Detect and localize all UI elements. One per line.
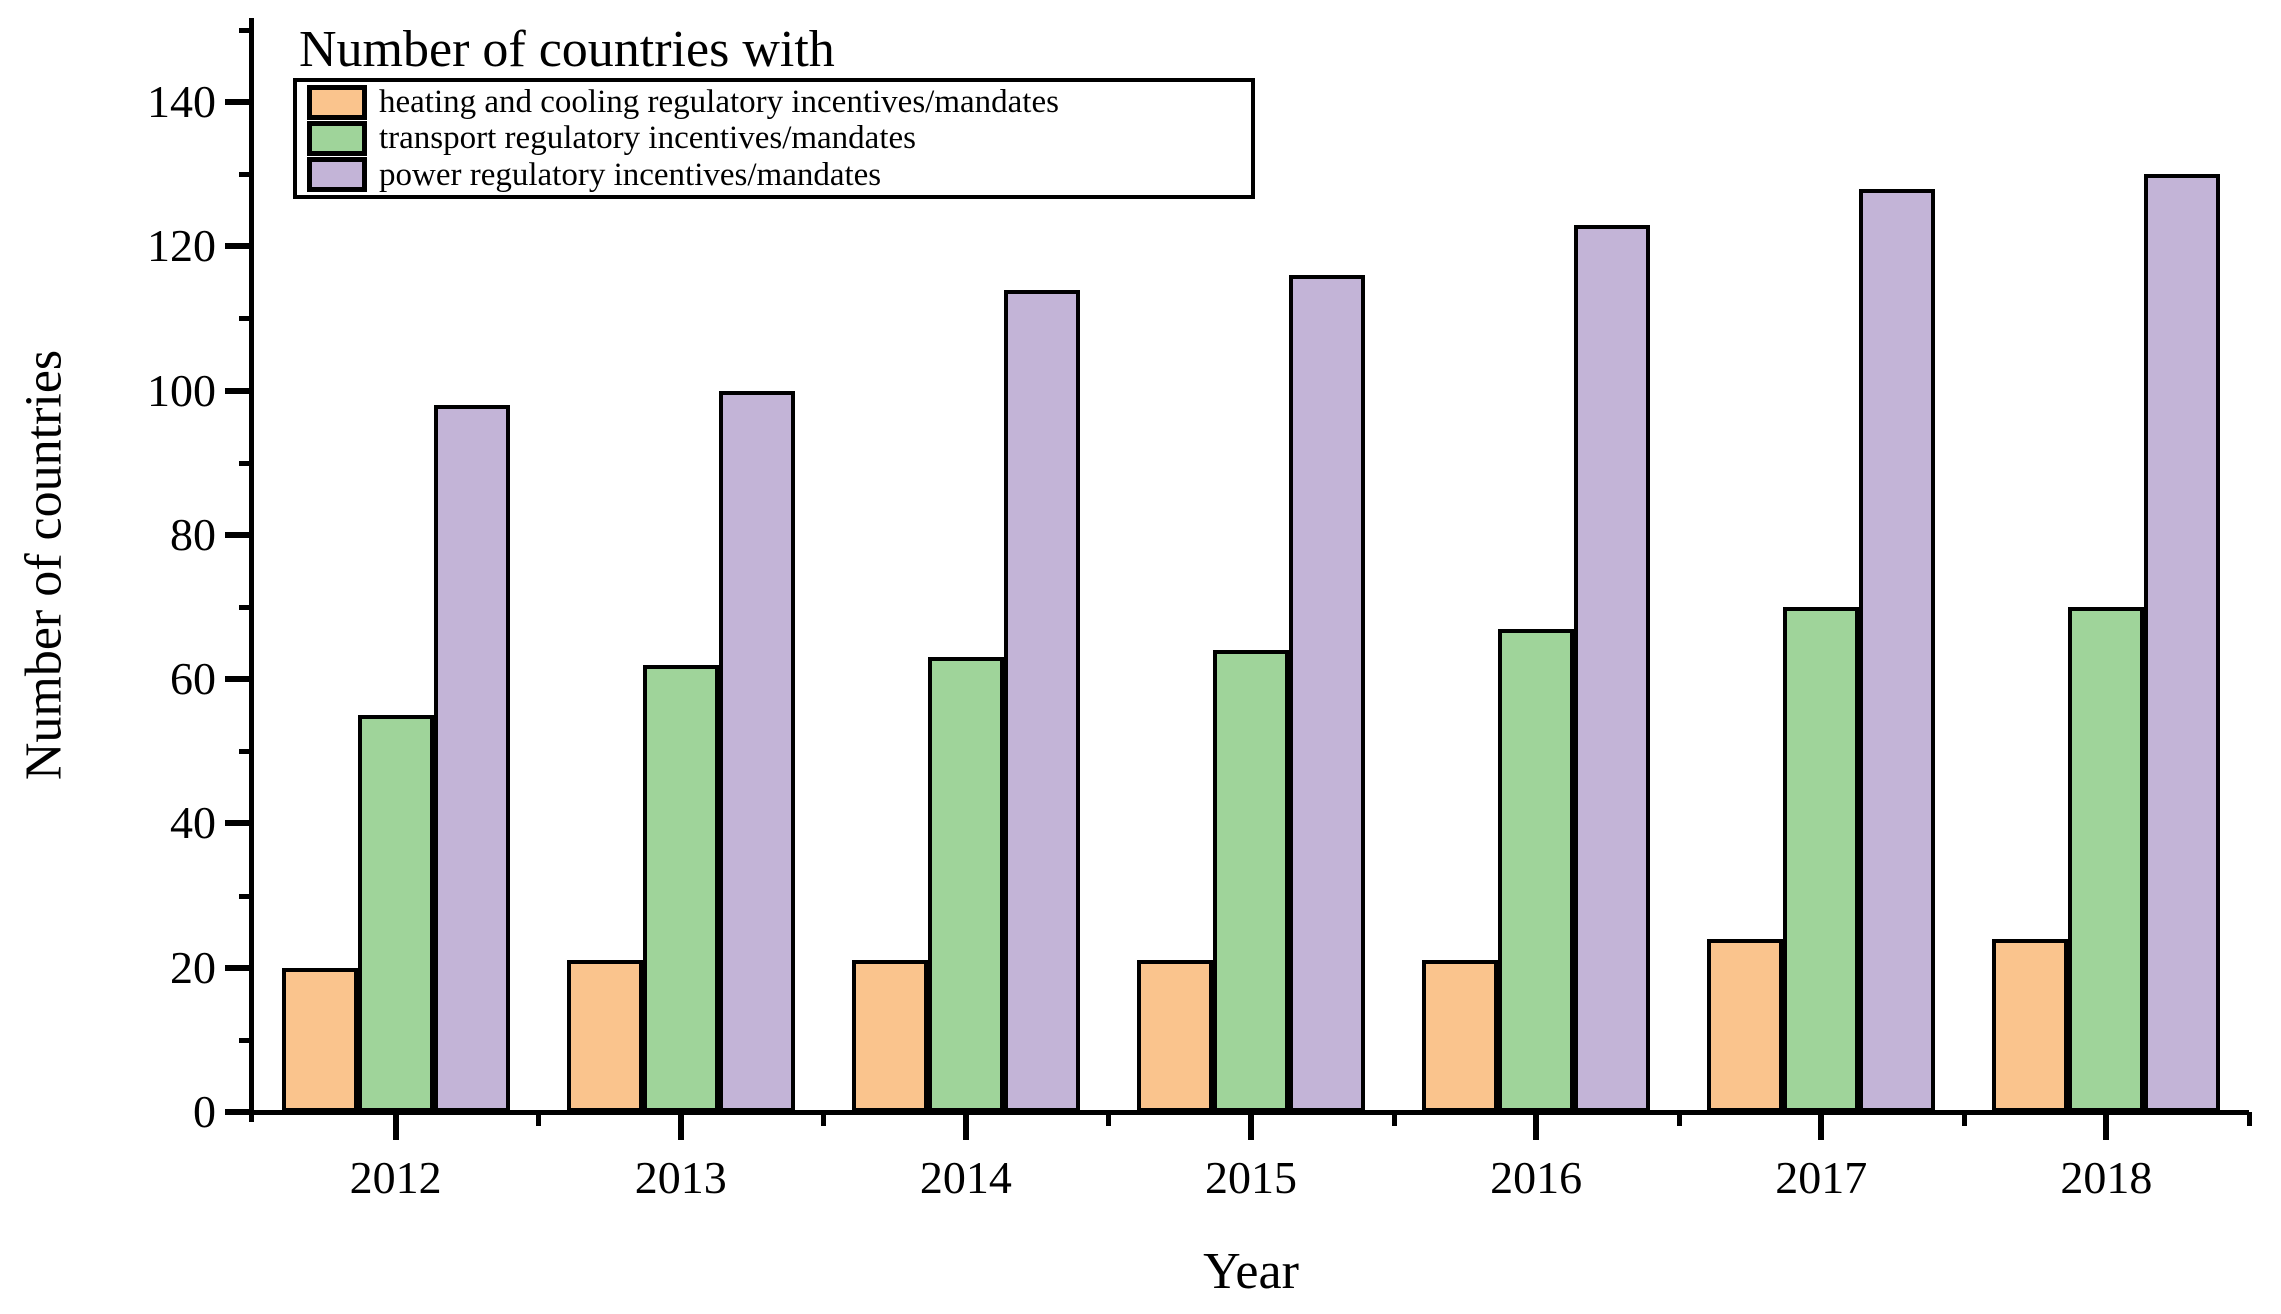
y-tick-label: 20 bbox=[170, 941, 216, 993]
x-tick-minor bbox=[536, 1112, 541, 1126]
x-tick-minor bbox=[2247, 1112, 2252, 1126]
x-tick-minor bbox=[1106, 1112, 1111, 1126]
legend-box: heating and cooling regulatory incentive… bbox=[293, 78, 1255, 199]
x-tick-major bbox=[1248, 1112, 1254, 1140]
y-tick-major bbox=[225, 98, 253, 105]
y-tick-minor bbox=[239, 27, 253, 33]
x-tick-label: 2016 bbox=[1490, 1152, 1583, 1203]
x-tick-label: 2013 bbox=[634, 1152, 727, 1203]
y-tick-minor bbox=[239, 460, 253, 466]
x-tick-minor bbox=[821, 1112, 826, 1126]
y-tick-minor bbox=[239, 316, 253, 322]
legend-label-transport: transport regulatory incentives/mandates bbox=[379, 120, 916, 157]
bar-heating-2018 bbox=[1992, 939, 2068, 1112]
y-tick-label: 140 bbox=[147, 75, 216, 127]
bar-power-2012 bbox=[434, 405, 510, 1112]
legend-swatch-power bbox=[307, 157, 367, 193]
bar-heating-2016 bbox=[1422, 960, 1498, 1112]
legend-row: transport regulatory incentives/mandates bbox=[297, 120, 1251, 156]
x-axis-title: Year bbox=[1203, 1243, 1299, 1300]
x-tick-label: 2017 bbox=[1775, 1152, 1868, 1203]
y-tick-major bbox=[225, 676, 253, 683]
y-tick-label: 120 bbox=[147, 220, 216, 272]
x-tick-minor bbox=[1392, 1112, 1397, 1126]
bar-transport-2014 bbox=[928, 657, 1004, 1112]
x-tick-major bbox=[962, 1112, 969, 1140]
y-axis-title: Number of countries bbox=[15, 349, 73, 781]
x-tick-major bbox=[2103, 1112, 2110, 1140]
x-tick-major bbox=[392, 1112, 399, 1140]
y-tick-major bbox=[225, 243, 253, 250]
y-tick-major bbox=[225, 1109, 253, 1115]
x-tick-label: 2018 bbox=[2060, 1152, 2153, 1203]
y-tick-label: 40 bbox=[170, 797, 216, 849]
bar-transport-2016 bbox=[1498, 629, 1574, 1112]
bar-heating-2012 bbox=[282, 968, 358, 1112]
y-tick-label: 80 bbox=[170, 508, 216, 560]
bar-transport-2017 bbox=[1783, 607, 1859, 1112]
legend-row: heating and cooling regulatory incentive… bbox=[297, 84, 1251, 120]
bar-power-2017 bbox=[1859, 189, 1935, 1112]
bar-heating-2014 bbox=[852, 960, 928, 1112]
bar-power-2016 bbox=[1574, 225, 1650, 1112]
y-tick-minor bbox=[239, 893, 253, 899]
x-tick-minor bbox=[1677, 1112, 1682, 1126]
legend-label-power: power regulatory incentives/mandates bbox=[379, 156, 882, 193]
x-tick-minor bbox=[1962, 1112, 1967, 1126]
bar-transport-2015 bbox=[1213, 650, 1289, 1112]
x-tick-major bbox=[1533, 1112, 1540, 1140]
y-tick-major bbox=[225, 820, 253, 827]
bar-transport-2013 bbox=[643, 665, 719, 1112]
bar-power-2014 bbox=[1004, 290, 1080, 1112]
y-tick-minor bbox=[239, 1037, 253, 1043]
bar-power-2015 bbox=[1289, 275, 1365, 1112]
y-tick-minor bbox=[239, 604, 253, 610]
x-tick-label: 2014 bbox=[919, 1152, 1012, 1203]
y-axis-line bbox=[249, 18, 254, 1122]
legend-swatch-heating-cooling bbox=[307, 84, 367, 120]
bar-power-2013 bbox=[719, 391, 795, 1112]
bar-transport-2018 bbox=[2068, 607, 2144, 1112]
y-tick-minor bbox=[239, 172, 253, 178]
y-tick-label: 100 bbox=[147, 364, 216, 416]
y-tick-major bbox=[225, 387, 253, 394]
y-tick-major bbox=[225, 964, 253, 971]
y-tick-major bbox=[225, 531, 253, 538]
legend-swatch-transport bbox=[307, 120, 367, 156]
x-tick-label: 2015 bbox=[1205, 1152, 1297, 1203]
bar-power-2018 bbox=[2144, 174, 2220, 1112]
legend-title: Number of countries with bbox=[299, 21, 835, 78]
y-tick-label: 0 bbox=[193, 1086, 216, 1137]
legend-row: power regulatory incentives/mandates bbox=[297, 157, 1251, 193]
bar-heating-2013 bbox=[567, 960, 643, 1112]
bar-transport-2012 bbox=[358, 715, 434, 1112]
bar-heating-2015 bbox=[1137, 960, 1213, 1112]
y-tick-label: 60 bbox=[170, 653, 216, 705]
x-tick-label: 2012 bbox=[349, 1152, 442, 1203]
legend-label-heating-cooling: heating and cooling regulatory incentive… bbox=[379, 84, 1059, 121]
y-tick-minor bbox=[239, 749, 253, 755]
x-tick-major bbox=[1818, 1112, 1825, 1140]
bar-heating-2017 bbox=[1707, 939, 1783, 1112]
x-tick-major bbox=[677, 1112, 684, 1140]
